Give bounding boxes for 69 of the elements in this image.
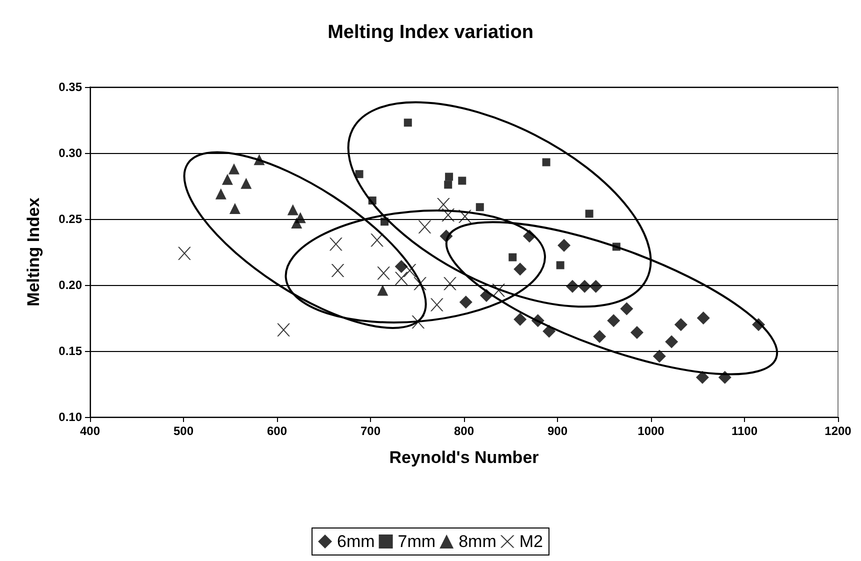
point	[430, 298, 444, 312]
point	[215, 188, 226, 200]
point	[696, 370, 709, 384]
point	[287, 204, 298, 216]
x-tick-label: 1200	[824, 424, 852, 438]
point	[443, 277, 456, 290]
point	[436, 198, 450, 211]
point	[665, 335, 678, 348]
y-tick-label: 0.10	[58, 410, 82, 424]
point	[404, 118, 412, 127]
point	[566, 280, 579, 293]
point	[370, 234, 384, 247]
legend-label: M2	[519, 532, 543, 551]
point	[556, 261, 564, 270]
point	[240, 178, 252, 189]
point	[508, 253, 517, 262]
point	[394, 260, 408, 274]
x-tick-label: 600	[266, 424, 288, 438]
point	[558, 238, 571, 252]
point	[514, 262, 527, 276]
point	[222, 174, 233, 185]
x-tick-label: 1000	[638, 424, 665, 438]
x-tick-label: 700	[360, 424, 381, 438]
point	[394, 272, 408, 285]
point	[585, 210, 594, 218]
point	[542, 158, 550, 166]
point	[578, 280, 592, 293]
point	[355, 170, 364, 178]
point	[418, 220, 432, 234]
point	[445, 172, 454, 181]
point	[291, 217, 302, 228]
point	[329, 238, 342, 251]
x-tick-label: 900	[547, 424, 568, 438]
y-tick-label: 0.15	[58, 344, 82, 358]
legend-label: 8mm	[458, 532, 496, 551]
point	[403, 264, 416, 277]
point	[696, 312, 710, 324]
point	[277, 323, 290, 336]
point	[674, 318, 688, 332]
point	[652, 350, 666, 363]
point	[593, 330, 606, 343]
chart-title: Melting Index variation	[328, 22, 534, 43]
point	[229, 202, 240, 214]
legend-label: 6mm	[337, 532, 375, 551]
y-tick-label: 0.25	[58, 212, 82, 226]
point	[228, 163, 240, 174]
point	[377, 266, 390, 280]
point	[178, 246, 191, 260]
point	[476, 203, 484, 212]
x-axis-title: Reynold's Number	[389, 448, 540, 467]
point	[459, 296, 472, 309]
point	[444, 180, 452, 189]
point	[331, 264, 344, 277]
point	[630, 326, 644, 340]
point	[377, 284, 388, 296]
y-tick-label: 0.35	[58, 80, 82, 94]
legend-label: 7mm	[398, 532, 436, 551]
point	[607, 314, 620, 328]
x-tick-label: 1100	[731, 424, 758, 438]
y-axis-title: Melting Index	[24, 197, 43, 306]
point	[514, 312, 527, 326]
point	[620, 302, 634, 316]
y-tick-label: 0.30	[58, 146, 82, 160]
y-tick-label: 0.20	[58, 278, 82, 292]
x-tick-label: 500	[173, 424, 194, 438]
x-tick-label: 400	[80, 424, 100, 438]
point	[589, 280, 602, 293]
point	[458, 176, 466, 185]
x-tick-label: 800	[454, 424, 474, 438]
